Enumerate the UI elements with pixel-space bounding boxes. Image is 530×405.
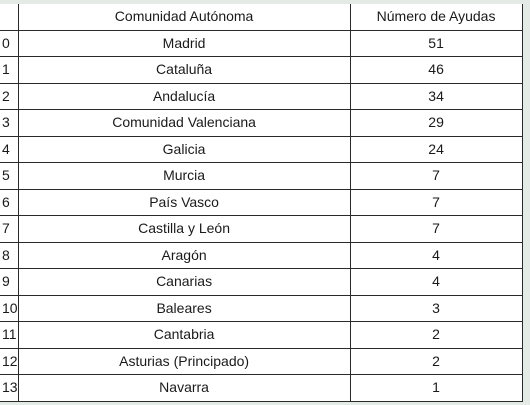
header-row: Comunidad Autónoma Número de Ayudas [0, 4, 523, 31]
table-row: 3 Comunidad Valenciana 29 [0, 109, 523, 137]
community-cell: Cantabria [17, 321, 351, 349]
row-index-cell: 12 [0, 347, 19, 375]
count-cell: 4 [349, 241, 523, 269]
count-column-header: Número de Ayudas [349, 4, 523, 31]
row-index-cell: 11 [0, 321, 19, 349]
community-cell: Castilla y León [17, 215, 351, 243]
table-row: 9 Canarias 4 [0, 268, 523, 296]
count-cell: 1 [349, 374, 523, 402]
row-index-cell: 10 [0, 294, 19, 322]
table-row: 13 Navarra 1 [0, 374, 523, 402]
table-row: 2 Andalucía 34 [0, 82, 523, 110]
table-row: 6 País Vasco 7 [0, 188, 523, 216]
table-row: 1 Cataluña 46 [0, 56, 523, 84]
row-index-cell: 2 [0, 82, 19, 110]
count-cell: 2 [349, 347, 523, 375]
row-index-cell: 0 [0, 29, 19, 57]
count-cell: 7 [349, 215, 523, 243]
community-cell: Canarias [17, 268, 351, 296]
row-index-cell: 9 [0, 268, 19, 296]
table-row: 10 Baleares 3 [0, 294, 523, 322]
count-cell: 46 [349, 56, 523, 84]
table-row: 7 Castilla y León 7 [0, 215, 523, 243]
table-body: 0 Madrid 51 1 Cataluña 46 2 Andalucía 34 3 Comunid… [0, 29, 523, 402]
row-index-cell: 1 [0, 56, 19, 84]
table-row: 8 Aragón 4 [0, 241, 523, 269]
table-row: 0 Madrid 51 [0, 29, 523, 57]
community-cell: Aragón [17, 241, 351, 269]
count-cell: 29 [349, 109, 523, 137]
community-cell: Murcia [17, 162, 351, 190]
count-cell: 4 [349, 268, 523, 296]
community-column-header: Comunidad Autónoma [17, 4, 351, 31]
row-index-cell: 8 [0, 241, 19, 269]
community-cell: Galicia [17, 135, 351, 163]
count-cell: 51 [349, 29, 523, 57]
table-header: Comunidad Autónoma Número de Ayudas [0, 4, 523, 31]
count-cell: 2 [349, 321, 523, 349]
count-cell: 34 [349, 82, 523, 110]
table-row: 12 Asturias (Principado) 2 [0, 347, 523, 375]
community-cell: País Vasco [17, 188, 351, 216]
row-index-cell: 3 [0, 109, 19, 137]
count-cell: 7 [349, 162, 523, 190]
index-column-header [0, 4, 19, 31]
count-cell: 3 [349, 294, 523, 322]
community-cell: Andalucía [17, 82, 351, 110]
count-cell: 24 [349, 135, 523, 163]
table-row: 5 Murcia 7 [0, 162, 523, 190]
community-cell: Comunidad Valenciana [17, 109, 351, 137]
row-index-cell: 5 [0, 162, 19, 190]
table-row: 4 Galicia 24 [0, 135, 523, 163]
community-cell: Madrid [17, 29, 351, 57]
data-table: Comunidad Autónoma Número de Ayudas 0 Mad… [0, 4, 523, 402]
community-cell: Baleares [17, 294, 351, 322]
community-cell: Cataluña [17, 56, 351, 84]
row-index-cell: 4 [0, 135, 19, 163]
count-cell: 7 [349, 188, 523, 216]
row-index-cell: 13 [0, 374, 19, 402]
table-row: 11 Cantabria 2 [0, 321, 523, 349]
row-index-cell: 7 [0, 215, 19, 243]
community-cell: Navarra [17, 374, 351, 402]
community-cell: Asturias (Principado) [17, 347, 351, 375]
row-index-cell: 6 [0, 188, 19, 216]
